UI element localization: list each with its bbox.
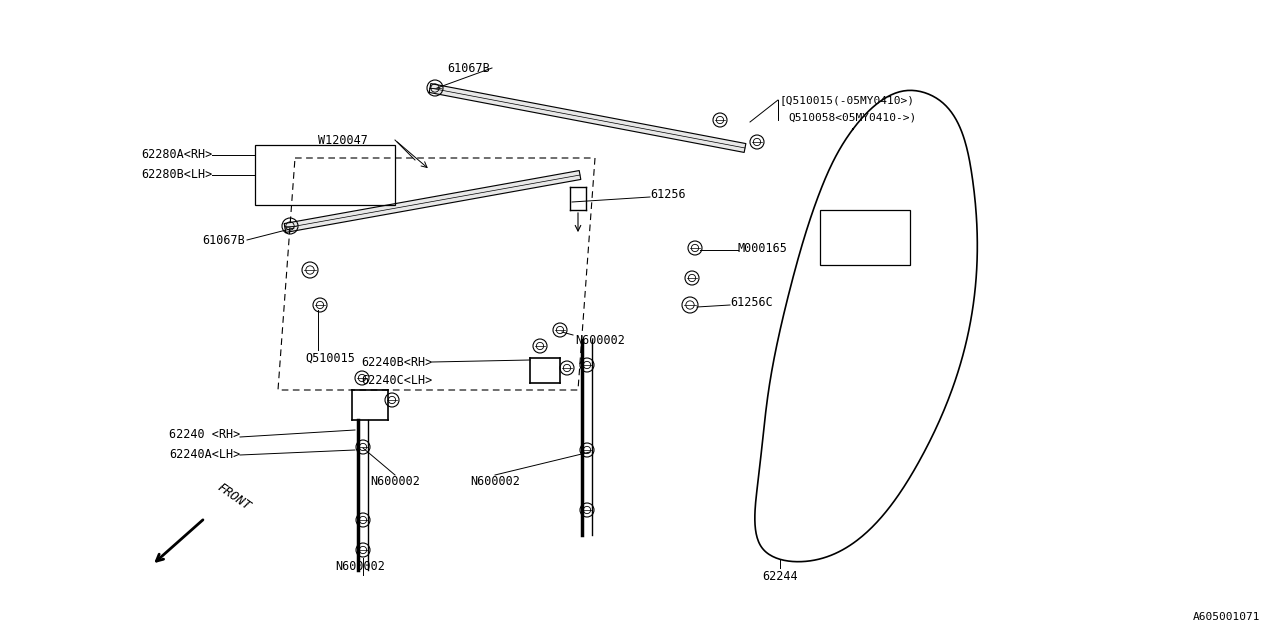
Text: 62240 <RH>: 62240 <RH> [169, 429, 241, 442]
Text: FRONT: FRONT [215, 481, 253, 513]
Text: 61256: 61256 [650, 189, 686, 202]
Text: N600002: N600002 [470, 475, 520, 488]
Text: [Q510015(-05MY0410>): [Q510015(-05MY0410>) [780, 95, 915, 105]
Text: Q510015: Q510015 [305, 352, 355, 365]
Text: 62240C<LH>: 62240C<LH> [361, 374, 433, 387]
Text: 62244: 62244 [762, 570, 797, 583]
Text: 62280B<LH>: 62280B<LH> [141, 168, 212, 182]
Polygon shape [429, 84, 746, 152]
Text: 62240B<RH>: 62240B<RH> [361, 355, 433, 369]
Bar [820, 210, 910, 265]
Bar [255, 145, 396, 205]
Text: Q510058<05MY0410->): Q510058<05MY0410->) [788, 113, 916, 123]
Text: A605001071: A605001071 [1193, 612, 1260, 622]
Text: 62280A<RH>: 62280A<RH> [141, 148, 212, 161]
Text: 61256C: 61256C [730, 296, 773, 310]
Text: N600002: N600002 [370, 475, 420, 488]
Text: M000165: M000165 [739, 241, 788, 255]
Polygon shape [284, 171, 581, 232]
Text: 61067B: 61067B [202, 234, 244, 246]
Text: W120047: W120047 [317, 134, 367, 147]
Text: 62240A<LH>: 62240A<LH> [169, 449, 241, 461]
Text: N600002: N600002 [575, 333, 625, 346]
Text: N600002: N600002 [335, 560, 385, 573]
Text: 61067B: 61067B [447, 61, 490, 74]
